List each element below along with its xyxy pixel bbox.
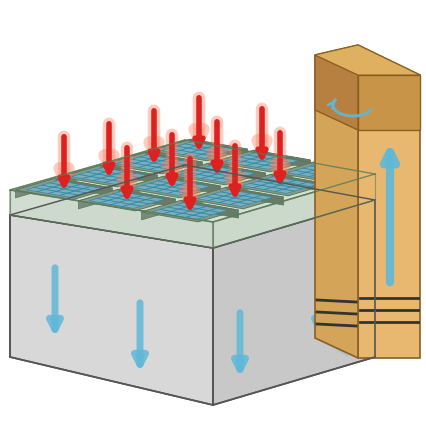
Polygon shape (10, 165, 374, 248)
Polygon shape (190, 139, 247, 157)
Polygon shape (105, 152, 146, 172)
Polygon shape (253, 150, 310, 168)
Polygon shape (287, 164, 362, 180)
Polygon shape (146, 152, 202, 170)
Polygon shape (101, 165, 157, 183)
Polygon shape (123, 176, 220, 198)
Polygon shape (15, 178, 56, 198)
Polygon shape (213, 174, 374, 248)
Polygon shape (197, 189, 272, 206)
Polygon shape (78, 189, 175, 211)
Polygon shape (15, 178, 112, 200)
Polygon shape (161, 142, 236, 158)
Polygon shape (208, 163, 265, 181)
Polygon shape (150, 139, 190, 159)
Polygon shape (168, 163, 265, 185)
Polygon shape (224, 153, 299, 169)
Polygon shape (181, 200, 238, 218)
Polygon shape (276, 161, 373, 183)
Polygon shape (314, 55, 357, 358)
Polygon shape (168, 163, 208, 183)
Polygon shape (357, 75, 419, 130)
Polygon shape (10, 140, 374, 222)
Polygon shape (60, 165, 101, 185)
Polygon shape (271, 174, 328, 192)
Polygon shape (164, 176, 220, 194)
Polygon shape (186, 187, 283, 209)
Polygon shape (152, 203, 227, 219)
Polygon shape (314, 55, 357, 130)
Polygon shape (78, 189, 118, 209)
Polygon shape (123, 176, 164, 196)
Polygon shape (118, 189, 175, 207)
Polygon shape (226, 187, 283, 205)
Polygon shape (141, 200, 181, 220)
Polygon shape (242, 176, 317, 193)
Polygon shape (26, 181, 101, 197)
Polygon shape (116, 154, 191, 171)
Polygon shape (231, 174, 328, 196)
Polygon shape (10, 215, 213, 405)
Polygon shape (276, 161, 316, 181)
Polygon shape (150, 139, 247, 161)
Polygon shape (10, 190, 213, 248)
Polygon shape (60, 165, 157, 187)
Polygon shape (89, 192, 164, 208)
Polygon shape (314, 45, 419, 75)
Polygon shape (316, 161, 373, 179)
Polygon shape (134, 179, 209, 195)
Polygon shape (141, 200, 238, 222)
Polygon shape (213, 200, 374, 405)
Polygon shape (231, 174, 271, 194)
Polygon shape (213, 150, 310, 172)
Polygon shape (314, 45, 419, 75)
Polygon shape (357, 75, 419, 358)
Polygon shape (105, 152, 202, 174)
Polygon shape (213, 150, 253, 170)
Polygon shape (56, 178, 112, 196)
Polygon shape (179, 165, 254, 182)
Polygon shape (71, 168, 147, 184)
Polygon shape (186, 187, 226, 207)
